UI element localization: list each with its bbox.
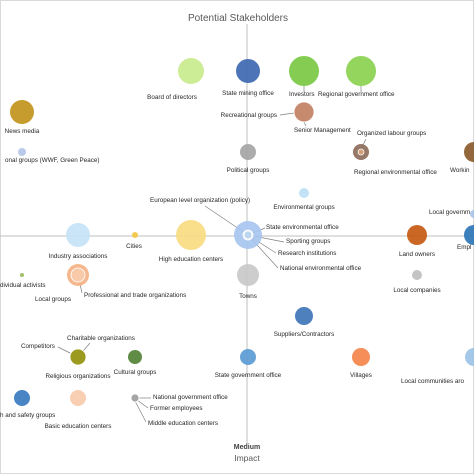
bubble-towns xyxy=(237,264,259,286)
bubble-board-of-directors xyxy=(178,58,204,84)
leader-line-former-employees xyxy=(136,399,149,409)
bubble-dividual-activists xyxy=(20,273,24,277)
label-charitable-organizations: Charitable organizations xyxy=(67,335,135,342)
label-h-and-safety-groups: h and safety groups xyxy=(0,412,55,419)
bubble-environmental-groups xyxy=(299,188,309,198)
label-cities: Cities xyxy=(126,243,142,250)
leader-line-middle-education-centers xyxy=(134,400,147,423)
label-local-companies: Local companies xyxy=(393,287,440,294)
label-state-government-office: State government office xyxy=(215,372,282,379)
label-workin: Workin xyxy=(450,167,470,174)
label-environmental-groups: Environmental groups xyxy=(273,204,334,211)
bubble-cities xyxy=(132,232,138,238)
label-political-groups: Political groups xyxy=(227,167,270,174)
label-local-communities-aro: Local communities aro xyxy=(401,378,464,385)
label-regional-environmental-office: Regional environmental office xyxy=(354,169,437,176)
bubble-national-environmental-office xyxy=(243,230,253,240)
label-european-level-organization-policy: European level organization (policy) xyxy=(150,197,250,204)
points-layer: Board of directors State mining office Inv… xyxy=(0,56,474,430)
bubble-senior-management xyxy=(293,101,315,123)
bubble-political-groups xyxy=(240,144,256,160)
bubble-local-companies xyxy=(412,270,422,280)
label-land-owners: Land owners xyxy=(399,251,435,258)
label-board-of-directors: Board of directors xyxy=(147,94,197,101)
label-local-governm: Local governm xyxy=(429,209,470,216)
label-professional-and-trade-organizations: Professional and trade organizations xyxy=(84,292,186,299)
label-news-media: News media xyxy=(5,128,40,135)
bubble-villages xyxy=(352,348,370,366)
label-research-institutions: Research institutions xyxy=(278,250,336,257)
bubble-industry-associations xyxy=(66,223,90,247)
label-basic-education-centers: Basic education centers xyxy=(45,423,112,430)
bubble-basic-education-centers xyxy=(70,390,86,406)
label-suppliers-contractors: Suppliers/Contractors xyxy=(274,331,335,338)
x-axis-label: Impact xyxy=(234,453,260,463)
label-towns: Towns xyxy=(239,293,257,300)
bubble-onal-groups-wwf-green-peace xyxy=(18,148,26,156)
x-tick-label: Medium xyxy=(234,444,260,451)
label-empl: Empl xyxy=(457,244,471,251)
bubble-middle-education-centers xyxy=(130,393,140,403)
bubble-cultural-groups xyxy=(128,350,142,364)
bubble-investors xyxy=(289,56,319,86)
label-senior-management: Senior Management xyxy=(294,127,351,134)
bubble-h-and-safety-groups xyxy=(14,390,30,406)
label-regional-government-office: Regional government office xyxy=(318,91,395,98)
label-former-employees: Former employees xyxy=(150,405,203,412)
bubble-local-governm xyxy=(470,210,474,218)
bubble-news-media xyxy=(10,100,34,124)
bubble-suppliers-contractors xyxy=(295,307,313,325)
label-national-government-office: National government office xyxy=(153,394,228,401)
bubble-empl xyxy=(464,225,474,245)
bubble-workin xyxy=(464,142,474,162)
label-recreational-groups: Recreational groups xyxy=(221,112,277,119)
label-high-education-centers: High education centers xyxy=(159,256,223,263)
bubble-religious-organizations xyxy=(69,348,87,366)
bubble-land-owners xyxy=(407,225,427,245)
label-industry-associations: Industry associations xyxy=(49,253,108,260)
bubble-high-education-centers xyxy=(176,220,206,250)
label-national-environmental-office: National environmental office xyxy=(280,265,362,272)
bubble-professional-and-trade-organizations xyxy=(70,267,86,283)
bubble-state-mining-office xyxy=(236,59,260,83)
label-sporting-groups: Sporting groups xyxy=(286,238,330,245)
bubble-local-communities-aro xyxy=(465,348,474,366)
label-state-environmental-office: State environmental office xyxy=(266,224,339,231)
label-organized-labour-groups: Organized labour groups xyxy=(357,130,426,137)
leader-line-senior-management xyxy=(303,121,307,127)
label-onal-groups-wwf-green-peace: onal groups (WWF, Green Peace) xyxy=(5,157,100,164)
label-dividual-activists: dividual activists xyxy=(0,282,46,289)
bubble-organized-labour-groups xyxy=(357,148,365,156)
leader-line-recreational-groups xyxy=(279,112,295,116)
label-competitors: Competitors xyxy=(21,343,55,350)
label-cultural-groups: Cultural groups xyxy=(114,369,157,376)
chart-title: Potential Stakeholders xyxy=(188,13,288,24)
label-villages: Villages xyxy=(350,372,372,379)
label-religious-organizations: Religious organizations xyxy=(45,373,110,380)
bubble-state-government-office xyxy=(240,349,256,365)
label-investors: Investors xyxy=(289,91,315,98)
label-local-groups: Local groups xyxy=(35,296,71,303)
bubble-regional-government-office xyxy=(346,56,376,86)
label-state-mining-office: State mining office xyxy=(222,90,274,97)
label-middle-education-centers: Middle education centers xyxy=(148,420,218,427)
